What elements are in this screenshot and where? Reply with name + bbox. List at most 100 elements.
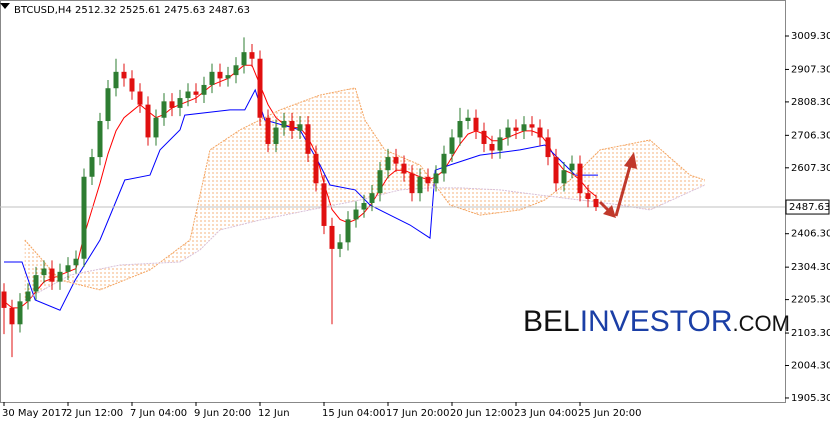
cloud [24,87,705,301]
arrows [598,152,637,218]
candle-body [313,153,319,184]
candle-body [57,271,63,282]
candle-body [553,157,559,184]
candle-body [545,137,551,158]
candle-body [169,101,175,108]
candle-body [401,163,407,174]
candle-body [209,71,215,85]
candle-body [409,173,415,194]
candle-body [433,173,439,184]
candle-body [25,291,31,302]
y-tick-label: 2907.30 [791,64,830,75]
candle-body [129,78,135,92]
candle-body [321,183,327,226]
symbol: BTCUSD,H4 2512.32 2525.61 2475.63 2487.6… [14,5,250,16]
candle-body [41,268,47,276]
x-tick-label: 17 Jun 20:00 [386,408,450,419]
candle-body [489,143,495,151]
x-tick-label: 20 Jun 12:00 [450,408,514,419]
candle-body [457,121,463,138]
candle-body [361,202,367,210]
candle-body [473,117,479,131]
y-tick-label: 2004.30 [791,361,830,372]
price-label-box [785,199,830,215]
y-tick-label: 1905.30 [791,393,830,404]
candle-body [385,157,391,171]
candle-body [289,121,295,131]
candle-body [121,71,127,79]
candle-body [305,124,311,154]
candle-body [561,170,567,184]
price-label: 2487.63 [789,202,830,213]
candle-body [465,117,471,122]
candle-body [65,265,71,272]
candle-body [201,84,207,95]
x-tick-label: 12 Jun [258,408,290,419]
candle-body [377,170,383,194]
candle-body [105,88,111,122]
y-tick-label: 2406.30 [791,229,830,240]
candle-body [281,121,287,128]
y-tick-label: 3009.30 [791,31,830,42]
candle-body [1,291,7,308]
menu-triangle[interactable] [0,3,10,9]
candle-body [33,275,39,292]
candle-body [185,91,191,99]
candle-body [425,176,431,184]
candle-body [17,301,23,325]
candle-body [537,127,543,138]
candle-body [449,137,455,154]
x-tick-label: 30 May 2017 [2,408,67,419]
candle-body [569,163,575,171]
candle-body [81,176,87,259]
candle-body [337,242,343,249]
x-tick-label: 9 Jun 20:00 [194,408,251,419]
candle-body [225,75,231,79]
candle-body [89,157,95,177]
candle-body [393,157,399,164]
candle-body [113,71,119,89]
candle-body [329,225,335,249]
x-tick-label: 7 Jun 04:00 [130,408,187,419]
candle-body [345,219,351,243]
y-tick-label: 2706.30 [791,130,830,141]
y-tick-label: 2205.30 [791,295,830,306]
candle-body [217,71,223,79]
y-tick-label: 2808.30 [791,97,830,108]
candle-body [497,137,503,151]
candle-body [49,268,55,282]
candle-body [273,127,279,144]
x-tick-label: 23 Jun 04:00 [514,408,578,419]
candle-body [137,91,143,105]
candle-body [257,58,263,118]
candle-body [193,91,199,95]
x-tick-label: 25 Jun 20:00 [578,408,642,419]
candle-body [369,193,375,203]
candle-body [593,198,599,208]
candle-body [233,65,239,76]
indicator-line [24,87,705,291]
candle-body [481,130,487,144]
y-tick-label: 2304.30 [791,262,830,273]
candle-body [513,127,519,131]
candle-body [585,193,591,199]
y-tick-label: 2103.30 [791,328,830,339]
candle-body [353,209,359,220]
candle-body [521,124,527,131]
candle-body [441,153,447,174]
candle-body [529,124,535,128]
x-tick-label: 2 Jun 12:00 [66,408,123,419]
candle-body [297,124,303,131]
candle-body [505,127,511,138]
candle-body [145,104,151,138]
candle-body [153,117,159,138]
candle-body [241,52,247,66]
candle-body [417,176,423,194]
x-tick-label: 15 Jun 04:00 [322,408,386,419]
watermark: BELINVESTOR.COM [523,305,790,338]
candle-body [177,98,183,108]
y-tick-label: 2607.30 [791,163,830,174]
candle-body [161,101,167,118]
candle-body [73,258,79,266]
